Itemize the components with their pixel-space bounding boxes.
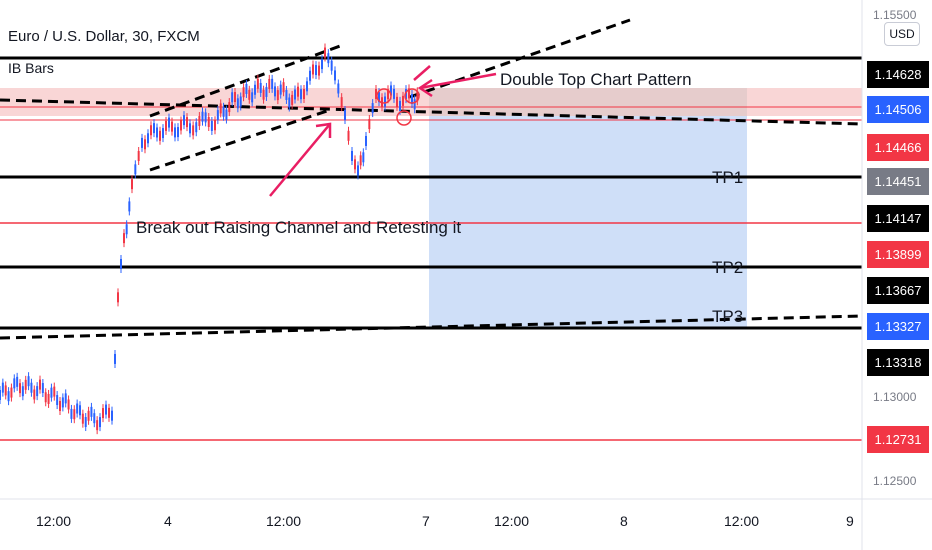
target-zone: [429, 116, 747, 328]
price-tag: 1.14451: [867, 168, 929, 195]
time-axis-label: 4: [164, 513, 172, 529]
marker-circle-1: [376, 88, 392, 104]
double-top-annotation[interactable]: Double Top Chart Pattern: [500, 70, 692, 89]
arrow-breakout: [269, 122, 332, 197]
breakout-annotation[interactable]: Break out Raising Channel and Retesting …: [136, 218, 462, 237]
tp1-label[interactable]: TP1: [712, 168, 744, 187]
price-tag: 1.14506: [867, 96, 929, 123]
time-axis-label: 12:00: [266, 513, 302, 529]
candles: [0, 43, 419, 435]
price-tag: 1.13667: [867, 277, 929, 304]
price-tag: 1.13899: [867, 241, 929, 268]
tp2-label[interactable]: TP2: [712, 258, 744, 277]
symbol-title[interactable]: Euro / U.S. Dollar, 30, FXCM: [8, 28, 200, 45]
marker-circle-3: [404, 88, 420, 104]
indicator-label[interactable]: IB Bars: [8, 60, 54, 76]
currency-button[interactable]: USD: [884, 22, 920, 46]
price-axis-label: 1.13000: [873, 390, 917, 404]
price-tag: 1.14628: [867, 61, 929, 88]
price-tag: 1.14466: [867, 134, 929, 161]
price-axis-label: 1.15500: [873, 8, 917, 22]
price-tag: 1.13318: [867, 349, 929, 376]
time-axis-label: 12:00: [494, 513, 530, 529]
time-axis-label: 12:00: [36, 513, 72, 529]
channel-lower-dashed[interactable]: [149, 108, 331, 172]
price-tag: 1.14147: [867, 205, 929, 232]
time-axis-label: 7: [422, 513, 430, 529]
position-entry-box: [429, 88, 747, 116]
tp3-label[interactable]: TP3: [712, 307, 744, 326]
time-axis-label: 8: [620, 513, 628, 529]
time-axis-label: 9: [846, 513, 854, 529]
arrow-double-top: [413, 65, 497, 98]
time-axis-label: 12:00: [724, 513, 760, 529]
price-tag: 1.13327: [867, 313, 929, 340]
marker-circle-2: [396, 110, 412, 126]
price-axis-label: 1.12500: [873, 474, 917, 488]
price-tag: 1.12731: [867, 426, 929, 453]
